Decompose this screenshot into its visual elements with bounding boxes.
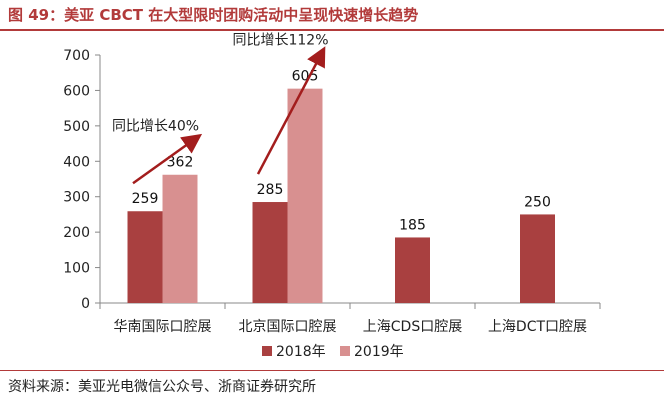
source-rule (0, 370, 664, 371)
data-label: 259 (132, 191, 159, 207)
growth-annotation: 同比增长112% (232, 33, 328, 49)
y-tick-label: 400 (63, 154, 90, 170)
source-note: 资料来源：美亚光电微信公众号、浙商证券研究所 (8, 379, 316, 395)
legend-swatch-2019 (340, 346, 350, 356)
data-label: 285 (257, 182, 284, 198)
legend-swatch-2018 (262, 346, 272, 356)
title-bar: 图 49：美亚 CBCT 在大型限时团购活动中呈现快速增长趋势 (0, 0, 664, 31)
x-tick-label: 上海CDS口腔展 (363, 319, 462, 335)
y-tick-label: 500 (63, 119, 90, 135)
bar-2018 (395, 237, 430, 303)
y-tick-label: 0 (81, 296, 90, 312)
y-tick-label: 300 (63, 190, 90, 206)
data-label: 250 (524, 194, 551, 210)
data-label: 362 (167, 155, 194, 171)
y-tick-label: 700 (63, 48, 90, 64)
figure-title: 图 49：美亚 CBCT 在大型限时团购活动中呈现快速增长趋势 (8, 6, 419, 24)
bar-2019 (287, 88, 323, 304)
growth-annotation: 同比增长40% (112, 119, 199, 135)
data-label: 185 (399, 217, 426, 233)
bar-2018 (252, 202, 288, 303)
x-tick-label: 上海DCT口腔展 (488, 319, 587, 335)
title-rule (0, 29, 664, 31)
legend-label: 2018年 (276, 344, 326, 360)
x-tick-label: 北京国际口腔展 (239, 319, 337, 335)
bar-2018 (520, 214, 555, 303)
y-tick-label: 100 (63, 261, 90, 277)
legend-label: 2019年 (354, 344, 404, 360)
growth-arrow (132, 133, 203, 185)
x-tick-label: 华南国际口腔展 (114, 319, 212, 335)
bar-2018 (127, 211, 163, 303)
growth-arrow (256, 46, 326, 175)
y-tick-label: 600 (63, 83, 90, 99)
bar-2019 (162, 174, 198, 303)
y-tick-label: 200 (63, 225, 90, 241)
